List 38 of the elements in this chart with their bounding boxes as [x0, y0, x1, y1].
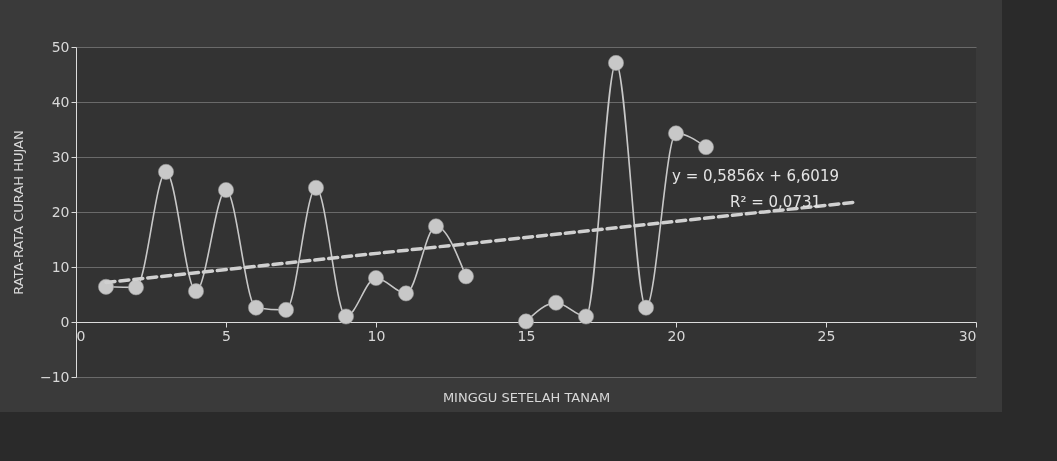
x-tick-label: 0 [76, 327, 86, 344]
y-tick-label: 0 [60, 313, 70, 330]
point [638, 299, 654, 316]
point [308, 179, 324, 196]
y-tick-label: 30 [51, 148, 70, 165]
y-tick-label: 40 [51, 93, 70, 110]
y-tick-label: −10 [39, 368, 70, 385]
x-tick-label: 5 [222, 327, 231, 344]
point [578, 308, 594, 325]
point [548, 294, 564, 311]
x-tick-label: 10 [367, 327, 386, 344]
point [518, 313, 534, 330]
x-tick-label: 25 [817, 327, 836, 344]
x-tick-label: 30 [958, 327, 977, 344]
annotation: y = 0,5856x + 6,6019 [672, 166, 839, 185]
point [98, 278, 114, 295]
point [158, 163, 174, 180]
x-axis-title: MINGGU SETELAH TANAM [442, 389, 611, 405]
point [368, 270, 384, 286]
x-tick-label: 20 [667, 327, 686, 344]
point [188, 283, 204, 300]
point [428, 218, 444, 235]
point [128, 279, 144, 296]
x-tick-label: 15 [517, 327, 536, 344]
point [218, 182, 234, 198]
point [338, 308, 354, 325]
annotation: R² = 0,0731 [729, 192, 822, 211]
point [398, 285, 414, 302]
y-axis-title: RATA-RATA CURAH HUJAN [10, 130, 26, 295]
point [278, 302, 294, 318]
point [458, 268, 474, 285]
y-tick-label: 10 [51, 258, 70, 275]
y-tick-label: 20 [51, 203, 70, 220]
point [698, 139, 714, 155]
y-tick-label: 50 [51, 38, 70, 55]
point [608, 55, 624, 71]
point [668, 125, 684, 142]
point [248, 299, 264, 316]
